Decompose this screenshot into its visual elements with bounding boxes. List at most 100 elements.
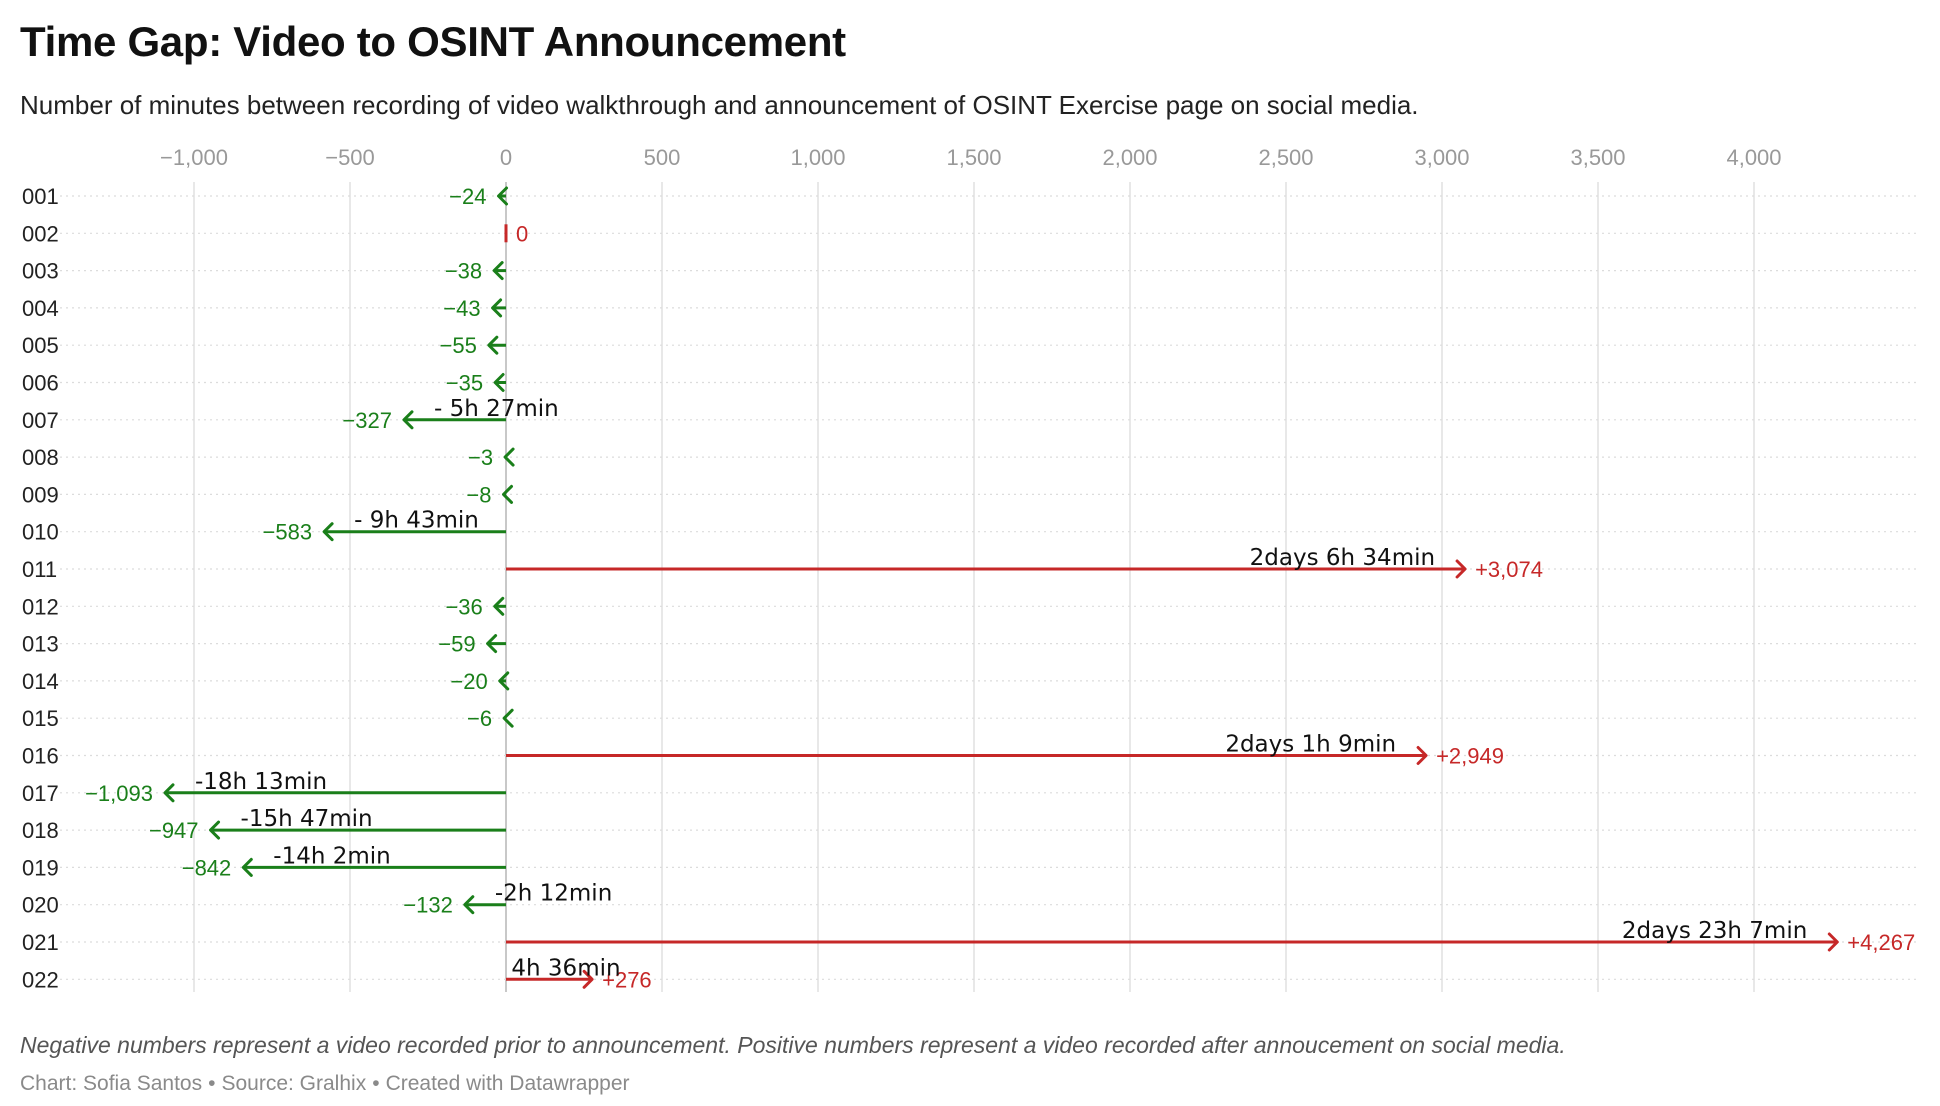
- category-row: 001 −24: [22, 184, 509, 209]
- arrow-head: [163, 783, 175, 803]
- category-row: 003 −38: [22, 259, 506, 284]
- category-label: 008: [22, 445, 59, 470]
- grid-layer: [60, 182, 1918, 992]
- x-tick-label: 1,500: [946, 145, 1001, 170]
- arrow-head: [1827, 932, 1839, 952]
- category-row: 014 −20: [22, 669, 510, 694]
- byline-created: Created with Datawrapper: [385, 1072, 630, 1095]
- arrow-head: [502, 708, 514, 728]
- x-tick-label: 3,500: [1570, 145, 1625, 170]
- category-row: 007 −327 - 5h 27min: [22, 396, 559, 433]
- duration-annotation: - 9h 43min: [354, 508, 479, 534]
- value-label: −583: [263, 520, 313, 545]
- duration-annotation: -15h 47min: [241, 806, 373, 832]
- x-axis-ticks: −1,000 −500 0 500 1,000 1,500 2,000 2,500 3,000 3…: [160, 145, 1781, 170]
- category-label: 021: [22, 930, 59, 955]
- category-row: 005 −55: [22, 333, 506, 358]
- value-label: −59: [438, 632, 475, 657]
- value-label: −1,093: [85, 781, 153, 806]
- duration-annotation: 4h 36min: [511, 955, 620, 981]
- x-tick-label: −500: [325, 145, 375, 170]
- arrow-head: [1416, 746, 1428, 765]
- arrow-head: [463, 895, 475, 915]
- value-label: +2,949: [1436, 744, 1504, 769]
- value-label: −327: [342, 408, 392, 433]
- value-label: +3,074: [1475, 557, 1543, 582]
- value-label: −43: [443, 296, 480, 321]
- x-tick-label: 500: [644, 145, 681, 170]
- value-label: −3: [468, 445, 493, 470]
- value-label: −24: [449, 184, 486, 209]
- category-row: 012 −36: [22, 594, 506, 619]
- arrow-head: [209, 820, 221, 840]
- category-row: 015 −6: [22, 706, 514, 731]
- category-label: 009: [22, 482, 59, 507]
- category-row: 011 +3,074 2days 6h 34min: [22, 545, 1543, 582]
- category-row: 018 −947 -15h 47min: [22, 806, 506, 843]
- arrow-head: [503, 447, 515, 467]
- duration-annotation: 2days 23h 7min: [1622, 918, 1807, 944]
- arrow-bar-chart: −1,000 −500 0 500 1,000 1,500 2,000 2,500 3,000 3…: [22, 145, 1918, 992]
- category-row: 006 −35: [22, 371, 506, 396]
- category-label: 015: [22, 706, 59, 731]
- category-label: 006: [22, 371, 59, 396]
- category-row: 002 0: [22, 221, 528, 246]
- category-row: 017 −1,093 -18h 13min: [22, 769, 506, 806]
- category-row: 020 −132 -2h 12min: [22, 881, 612, 918]
- category-label: 010: [22, 520, 59, 545]
- byline-separator: •: [208, 1072, 216, 1095]
- duration-annotation: 2days 6h 34min: [1250, 545, 1435, 571]
- category-label: 016: [22, 744, 59, 769]
- arrow-head: [582, 969, 594, 989]
- byline-source: Source: Gralhix: [221, 1072, 367, 1095]
- chart-notes: Negative numbers represent a video recor…: [20, 1032, 1566, 1058]
- duration-annotation: -14h 2min: [273, 843, 390, 869]
- category-row: 016 +2,949 2days 1h 9min: [22, 732, 1504, 769]
- category-row: 004 −43: [22, 296, 506, 321]
- value-label: +276: [602, 967, 652, 992]
- category-label: 018: [22, 818, 59, 843]
- value-label: −6: [467, 706, 492, 731]
- arrow-head: [322, 522, 334, 542]
- category-row: 009 −8: [22, 482, 514, 507]
- duration-annotation: 2days 1h 9min: [1225, 732, 1396, 758]
- arrow-head: [487, 335, 499, 355]
- category-row: 010 −583 - 9h 43min: [22, 508, 506, 545]
- category-row: 008 −3: [22, 445, 515, 470]
- arrow-head: [502, 484, 514, 504]
- value-label: −55: [440, 333, 477, 358]
- value-label: −842: [182, 855, 232, 880]
- byline-separator: •: [372, 1072, 380, 1095]
- arrow-head: [402, 410, 414, 430]
- category-label: 011: [22, 557, 57, 582]
- arrow-head: [497, 186, 509, 206]
- category-label: 003: [22, 259, 59, 284]
- value-label: +4,267: [1847, 930, 1915, 955]
- value-label: −36: [445, 594, 482, 619]
- category-label: 001: [22, 184, 59, 209]
- chart-subtitle: Number of minutes between recording of v…: [20, 90, 1419, 120]
- arrow-head: [492, 261, 504, 281]
- x-tick-label: −1,000: [160, 145, 228, 170]
- category-label: 017: [22, 781, 59, 806]
- category-label: 002: [22, 221, 59, 246]
- chart-title: Time Gap: Video to OSINT Announcement: [20, 18, 846, 65]
- category-label: 012: [22, 594, 59, 619]
- value-label: −20: [450, 669, 487, 694]
- x-tick-label: 3,000: [1414, 145, 1469, 170]
- category-label: 020: [22, 893, 59, 918]
- chart-byline: Chart: Sofia Santos • Source: Gralhix • Crea…: [20, 1072, 630, 1096]
- value-label: −38: [445, 259, 482, 284]
- value-label: −35: [446, 371, 483, 396]
- arrow-head: [1455, 559, 1467, 579]
- category-label: 014: [22, 669, 59, 694]
- category-label: 013: [22, 632, 59, 657]
- x-tick-label: 1,000: [790, 145, 845, 170]
- x-tick-label: 4,000: [1726, 145, 1781, 170]
- duration-annotation: -18h 13min: [195, 769, 327, 795]
- x-tick-label: 2,000: [1102, 145, 1157, 170]
- category-label: 007: [22, 408, 59, 433]
- arrow-head: [493, 373, 505, 392]
- category-label: 004: [22, 296, 59, 321]
